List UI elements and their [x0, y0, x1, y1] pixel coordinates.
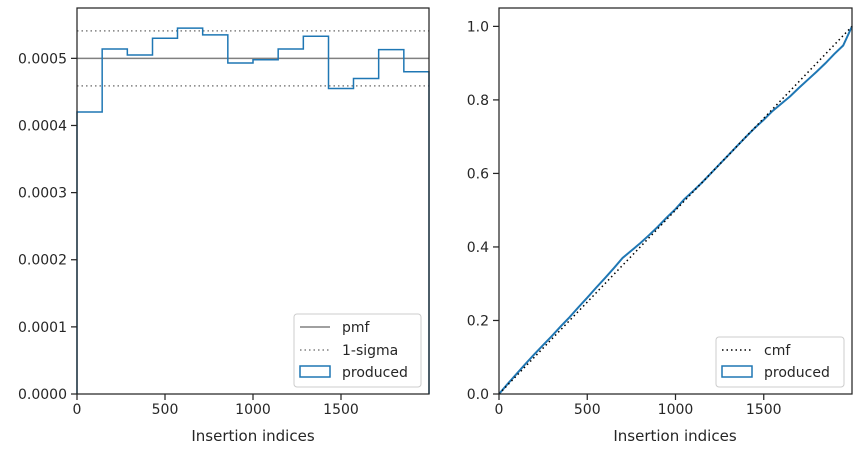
left-y-tick-label: 0.0000 — [18, 387, 67, 403]
left-y-tick-label: 0.0001 — [18, 320, 67, 336]
legend-label-1-sigma: 1-sigma — [342, 343, 398, 359]
left-x-tick-label: 0 — [73, 402, 82, 418]
right-y-tick-label: 0.8 — [467, 93, 489, 109]
right-y-tick-label: 0.2 — [467, 313, 489, 329]
left-x-tick-label: 500 — [152, 402, 179, 418]
legend-swatch-produced — [299, 365, 331, 378]
legend-label-produced: produced — [342, 365, 408, 381]
legend-swatch-produced-cdf — [721, 365, 753, 378]
left-x-tick-label: 1000 — [235, 402, 271, 418]
right-y-tick-label: 0.4 — [467, 240, 489, 256]
left-legend-box — [293, 313, 422, 388]
left-y-tick-label: 0.0005 — [18, 51, 67, 67]
right-y-tick-label: 0.6 — [467, 166, 489, 182]
right-x-axis-label: Insertion indices — [613, 427, 736, 445]
left-legend: pmf 1-sigma produced — [293, 313, 422, 388]
left-y-tick-label: 0.0004 — [18, 118, 67, 134]
right-y-tick-label: 1.0 — [467, 19, 489, 35]
left-x-tick-label: 1500 — [323, 402, 359, 418]
produced-cdf-line — [498, 25, 853, 395]
right-chart: 0 500 1000 1500 0.0 0.2 0.4 0.6 0.8 1.0 Insertion… — [467, 7, 853, 445]
left-y-tick-label: 0.0002 — [18, 253, 67, 269]
legend-label-cmf: cmf — [764, 343, 791, 359]
right-y-tick-label: 0.0 — [467, 387, 489, 403]
left-chart: 0 500 1000 1500 0.0000 0.0001 0.0002 0.0003 0.00… — [18, 7, 430, 445]
legend-label-produced-cdf: produced — [764, 365, 830, 381]
right-x-tick-label: 500 — [574, 402, 601, 418]
right-x-tick-label: 0 — [495, 402, 504, 418]
produced-histogram-step — [76, 27, 430, 394]
right-x-tick-label: 1500 — [746, 402, 782, 418]
right-legend: cmf produced — [715, 336, 845, 388]
legend-label-pmf: pmf — [342, 320, 371, 336]
left-x-axis-label: Insertion indices — [191, 427, 314, 445]
right-legend-box — [715, 336, 845, 388]
right-x-tick-label: 1000 — [658, 402, 694, 418]
left-y-tick-label: 0.0003 — [18, 186, 67, 202]
